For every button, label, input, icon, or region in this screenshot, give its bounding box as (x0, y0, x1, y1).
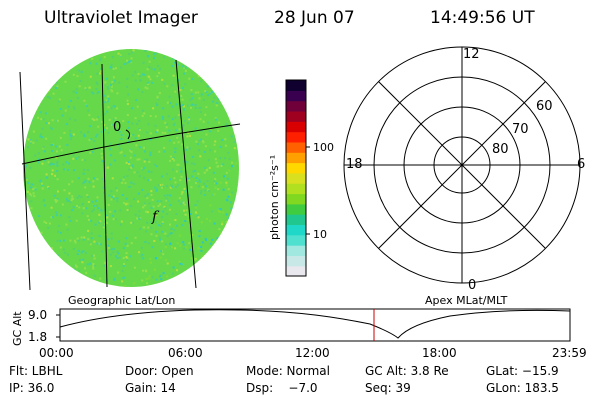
lat-label-80: 80 (492, 142, 509, 157)
colorbar-frame (285, 79, 307, 277)
grid-label-tick (125, 129, 131, 140)
colorbar-cell (286, 131, 306, 143)
colorbar-cell (286, 110, 306, 122)
mlt-label-18: 18 (346, 157, 363, 172)
colorbar-tick-label: 10 (313, 228, 327, 241)
mlt-label-0: 0 (468, 278, 476, 293)
grid-label-f: f (151, 209, 160, 225)
colorbar-cell (286, 172, 306, 184)
y-tick-label-high: 9.0 (28, 308, 47, 322)
grid-longitude-line (19, 71, 31, 291)
status-glon: GLon: 183.5 (486, 381, 559, 395)
x-tick-label: 18:00 (422, 346, 457, 360)
colorbar-cell (286, 183, 306, 195)
colorbar-cell (286, 265, 306, 277)
status-gc-alt: GC Alt: 3.8 Re (365, 364, 449, 378)
x-tick-label: 23:59 (552, 346, 587, 360)
status-mode: Mode: Normal (246, 364, 330, 378)
status-dsp: Dsp: −7.0 (246, 381, 318, 395)
status-gain: Gain: 14 (125, 381, 176, 395)
grid-label-zero: 0 (113, 120, 121, 135)
status-ip: IP: 36.0 (9, 381, 55, 395)
instrument-title: Ultraviolet Imager (44, 8, 198, 28)
colorbar-cell (286, 162, 306, 174)
status-seq: Seq: 39 (365, 381, 411, 395)
polar-diagonal (378, 81, 546, 249)
colorbar-cell (286, 214, 306, 226)
grid-latitude-line (21, 123, 241, 165)
grid-longitude-line (175, 59, 197, 289)
x-tick-label: 12:00 (295, 346, 330, 360)
lat-label-60: 60 (536, 99, 553, 114)
colorbar-cell (286, 193, 306, 205)
colorbar-cell (286, 141, 306, 153)
x-tick-label: 06:00 (168, 346, 203, 360)
altitude-curve (59, 309, 571, 339)
timeline-left-title: Geographic Lat/Lon (68, 294, 175, 307)
colorbar-cell (286, 90, 306, 102)
mlt-label-6: 6 (577, 157, 585, 172)
x-tick-label: 00:00 (39, 346, 74, 360)
y-axis-label: GC Alt (11, 311, 24, 346)
mlt-label-12: 12 (463, 47, 480, 62)
lat-label-70: 70 (512, 122, 529, 137)
timeline-frame (59, 308, 571, 342)
colorbar-cell (286, 152, 306, 164)
date-label: 28 Jun 07 (274, 8, 355, 28)
status-filter: Flt: LBHL (9, 364, 63, 378)
status-glat: GLat: −15.9 (486, 364, 559, 378)
colorbar-cell (286, 255, 306, 267)
colorbar-cell (286, 234, 306, 246)
colorbar-unit-label: photon cm⁻²s⁻¹ (268, 155, 281, 240)
geographic-grid (19, 59, 241, 291)
grid-longitude-line (101, 63, 108, 288)
colorbar-scale (286, 80, 306, 277)
colorbar-cell (286, 100, 306, 112)
colorbar-cell (286, 203, 306, 215)
colorbar-cell (286, 80, 306, 91)
timeline-right-title: Apex MLat/MLT (425, 294, 508, 307)
time-label: 14:49:56 UT (430, 8, 535, 28)
colorbar-tick-label: 100 (313, 141, 334, 154)
colorbar-cell (286, 121, 306, 133)
colorbar-ticks: 100 10 (306, 141, 334, 241)
status-door: Door: Open (125, 364, 194, 378)
colorbar-cell (286, 224, 306, 236)
colorbar-cell (286, 245, 306, 256)
y-tick-label-low: 1.8 (28, 330, 47, 344)
